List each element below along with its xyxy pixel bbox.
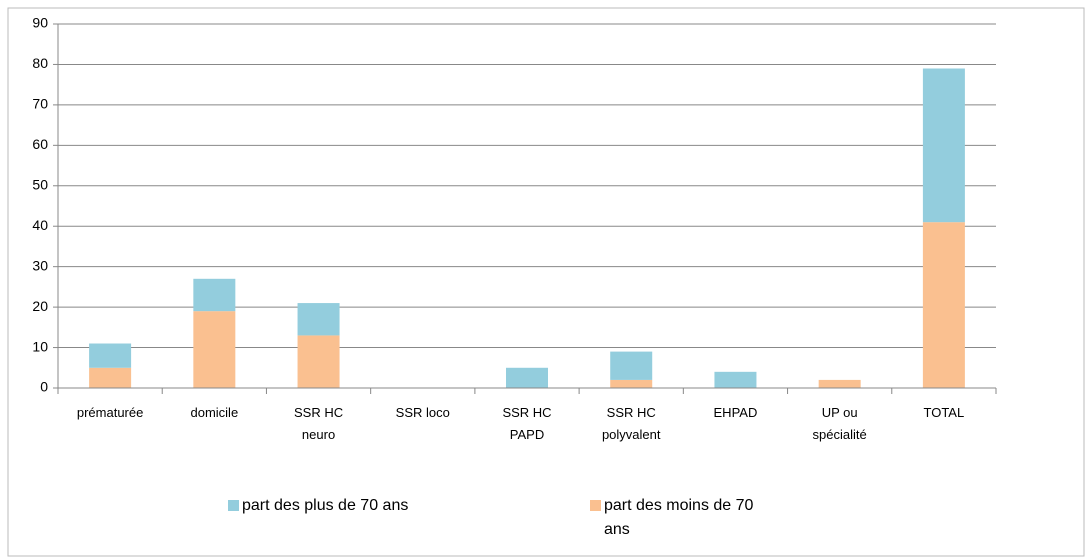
chart-frame <box>7 7 1085 557</box>
legend-swatch <box>590 500 601 511</box>
y-tick-label: 90 <box>32 15 48 31</box>
legend-swatch <box>228 500 239 511</box>
x-tick-label: EHPAD <box>713 405 758 420</box>
x-tick-label: domicile <box>190 405 239 420</box>
bar-segment <box>89 367 132 388</box>
x-tick-label: prématurée <box>76 405 144 420</box>
bar-segment <box>89 343 132 368</box>
x-tick-label: SSR HC neuro <box>293 405 344 442</box>
y-tick-label: 10 <box>32 338 48 354</box>
x-tick-label: UP ou spécialité <box>812 405 867 442</box>
x-tick-label: SSR HC polyvalent <box>601 405 661 442</box>
bar-segment <box>922 222 965 388</box>
y-tick-label: 20 <box>32 298 48 314</box>
y-tick-label: 0 <box>40 379 48 395</box>
bar-segment <box>297 335 340 388</box>
y-tick-label: 40 <box>32 217 48 233</box>
y-tick-label: 30 <box>32 257 48 273</box>
legend-label: part des plus de 70 ans <box>242 497 409 514</box>
bar-segment <box>506 367 548 388</box>
y-tick-label: 80 <box>32 55 48 71</box>
bar-segment <box>714 371 757 388</box>
bar-segment <box>297 303 340 336</box>
x-tick-label: TOTAL <box>923 405 965 420</box>
y-tick-label: 60 <box>32 136 48 152</box>
y-tick-label: 70 <box>32 96 48 112</box>
x-tick-label: SSR HC PAPD <box>502 405 552 442</box>
bar-segment <box>193 278 236 312</box>
bar-segment <box>193 311 236 388</box>
bar-segment <box>818 379 861 388</box>
x-tick-label: SSR loco <box>395 405 450 420</box>
bar-segment <box>610 379 653 388</box>
y-tick-label: 50 <box>32 176 48 192</box>
bar-segment <box>610 351 653 380</box>
bar-segment <box>922 68 965 223</box>
legend-label: part des moins de 70 ans <box>604 497 754 538</box>
